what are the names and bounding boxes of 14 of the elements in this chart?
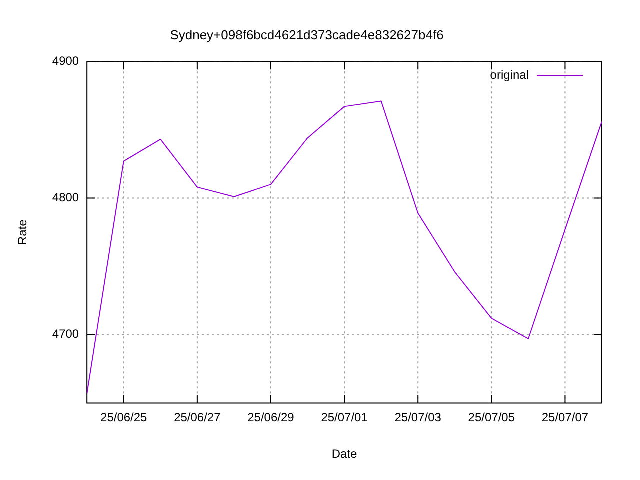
- x-tick-label: 25/06/27: [174, 410, 222, 425]
- x-axis-title: Date: [332, 447, 358, 462]
- y-tick-label: 4700: [52, 327, 80, 342]
- x-tick-label: 25/07/01: [321, 410, 368, 425]
- x-tick-label: 25/07/05: [468, 410, 516, 425]
- y-tick-label: 4900: [52, 54, 80, 68]
- x-tick-label: 25/06/29: [248, 410, 295, 425]
- legend-label: original: [490, 68, 529, 82]
- x-tick-label: 25/07/07: [542, 410, 589, 425]
- y-tick-label: 4800: [52, 190, 80, 205]
- y-axis-title: Rate: [16, 219, 30, 246]
- chart-title: Sydney+098f6bcd4621d373cade4e832627b4f6: [170, 27, 444, 42]
- x-tick-label: 25/07/03: [394, 410, 442, 425]
- x-tick-label: 25/06/25: [100, 410, 148, 425]
